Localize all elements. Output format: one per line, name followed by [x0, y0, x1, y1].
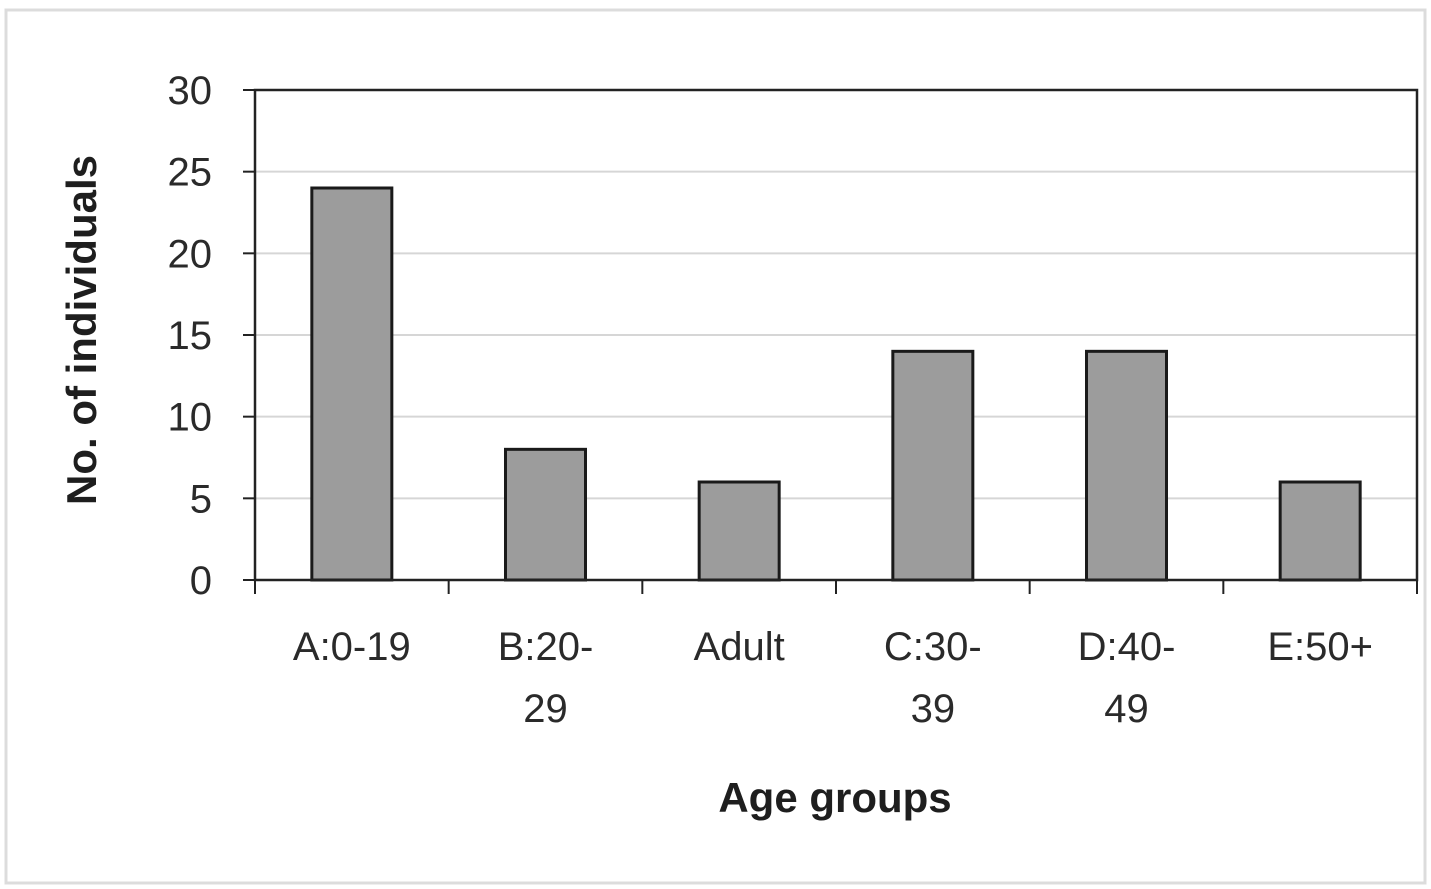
x-tick-label: 49 [1104, 687, 1149, 731]
page-border [4, 8, 1427, 885]
x-tick-label: E:50+ [1267, 625, 1373, 669]
x-tick-label: C:30- [884, 625, 982, 669]
y-tick-label: 0 [190, 559, 212, 603]
y-axis: 0 5 10 15 20 25 30 [168, 69, 255, 603]
bar [310, 186, 394, 582]
bar [697, 480, 781, 582]
gridlines [255, 170, 1417, 500]
bars [310, 186, 1362, 582]
x-tick-label: A:0-19 [293, 625, 411, 669]
y-tick-label: 25 [168, 151, 213, 195]
y-tick-label: 5 [190, 477, 212, 521]
bar [1085, 349, 1168, 582]
y-axis-title: No. of individuals [58, 155, 105, 505]
x-tick-label: D:40- [1078, 625, 1176, 669]
x-axis-title: Age groups [718, 774, 951, 821]
x-axis: A:0-19 B:20- 29 Adult C:30- 39 D:40- 49 E:50+ [254, 580, 1418, 731]
bar [1278, 480, 1362, 582]
x-tick-label: 39 [911, 687, 956, 731]
y-tick-label: 10 [168, 396, 213, 440]
x-tick-label: B:20- [498, 625, 594, 669]
bar [891, 349, 975, 582]
y-tick-label: 15 [168, 314, 213, 358]
bar [504, 447, 587, 582]
y-tick-label: 30 [168, 69, 213, 113]
x-tick-label: 29 [523, 687, 568, 731]
y-tick-label: 20 [168, 232, 213, 276]
x-tick-label: Adult [694, 625, 785, 669]
